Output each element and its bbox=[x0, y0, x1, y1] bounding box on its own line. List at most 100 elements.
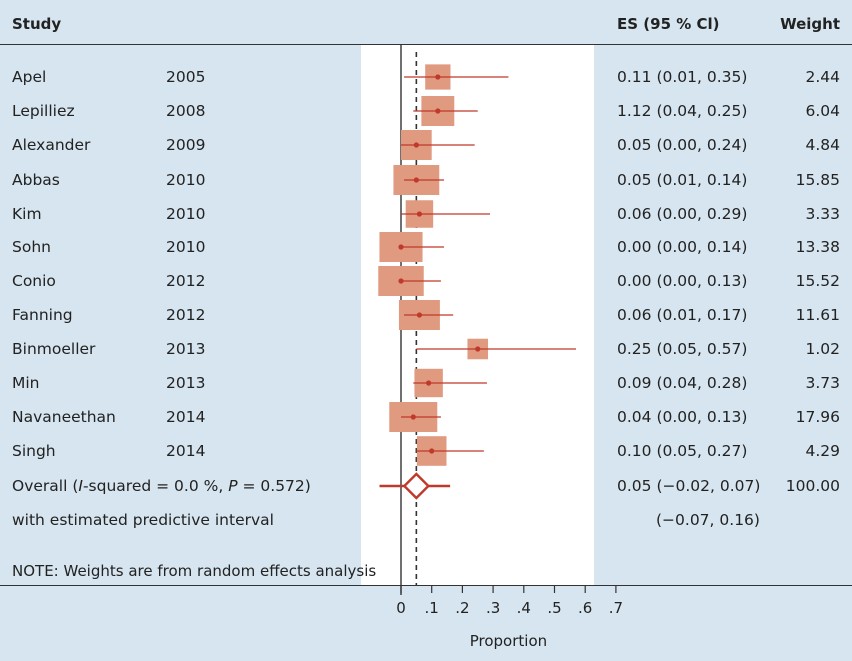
study-weight: 3.73 bbox=[805, 374, 840, 392]
study-weight: 13.38 bbox=[795, 238, 840, 256]
study-year: 2013 bbox=[166, 374, 206, 392]
study-year: 2012 bbox=[166, 306, 206, 324]
study-name: Lepilliez bbox=[12, 102, 75, 120]
study-name: Kim bbox=[12, 205, 42, 223]
study-point bbox=[426, 380, 432, 386]
study-point bbox=[416, 312, 423, 318]
header-es: ES (95 % Cl) bbox=[617, 15, 720, 33]
study-name: Binmoeller bbox=[12, 340, 96, 358]
table-row: Kim 2010 0.06 (0.00, 0.29) 3.33 bbox=[0, 204, 852, 224]
study-es: 0.11 (0.01, 0.35) bbox=[617, 68, 748, 86]
table-row: Min 2013 0.09 (0.04, 0.28) 3.73 bbox=[0, 373, 852, 393]
study-name: Abbas bbox=[12, 171, 60, 189]
overall-label-post: = 0.572) bbox=[237, 477, 311, 495]
study-point bbox=[435, 108, 441, 114]
overall-label-i: I bbox=[78, 477, 83, 495]
x-tick-label: .1 bbox=[425, 599, 439, 617]
study-point bbox=[398, 244, 404, 250]
table-row: Fanning 2012 0.06 (0.01, 0.17) 11.61 bbox=[0, 305, 852, 325]
study-year: 2010 bbox=[166, 205, 206, 223]
x-tick-label: 0 bbox=[396, 599, 406, 617]
footnote: NOTE: Weights are from random effects an… bbox=[12, 562, 377, 580]
study-es: 1.12 (0.04, 0.25) bbox=[617, 102, 748, 120]
study-es: 0.25 (0.05, 0.57) bbox=[617, 340, 748, 358]
study-es: 0.05 (0.00, 0.24) bbox=[617, 136, 748, 154]
axis-divider bbox=[0, 585, 852, 586]
study-weight: 6.04 bbox=[805, 102, 840, 120]
table-row: Sohn 2010 0.00 (0.00, 0.14) 13.38 bbox=[0, 237, 852, 257]
study-weight: 4.29 bbox=[805, 442, 840, 460]
x-tick-label: .7 bbox=[609, 599, 623, 617]
study-point bbox=[416, 211, 423, 217]
predictive-label: with estimated predictive interval bbox=[12, 511, 274, 529]
study-es: 0.05 (0.01, 0.14) bbox=[617, 171, 748, 189]
overall-label: Overall (I-squared = 0.0 %, P = 0.572) bbox=[12, 476, 311, 496]
study-year: 2009 bbox=[166, 136, 206, 154]
header-weight: Weight bbox=[780, 15, 840, 33]
study-name: Sohn bbox=[12, 238, 51, 256]
study-name: Conio bbox=[12, 272, 56, 290]
table-row: Alexander 2009 0.05 (0.00, 0.24) 4.84 bbox=[0, 135, 852, 155]
study-name: Singh bbox=[12, 442, 56, 460]
study-name: Alexander bbox=[12, 136, 91, 154]
header-divider bbox=[0, 44, 852, 45]
study-es: 0.00 (0.00, 0.14) bbox=[617, 238, 748, 256]
study-es: 0.06 (0.01, 0.17) bbox=[617, 306, 748, 324]
predictive-interval: (−0.07, 0.16) bbox=[656, 511, 760, 529]
overall-label-mid: -squared = 0.0 %, bbox=[82, 477, 229, 495]
study-weight: 15.85 bbox=[795, 171, 840, 189]
overall-label-pre: Overall ( bbox=[12, 477, 79, 495]
study-year: 2008 bbox=[166, 102, 206, 120]
study-es: 0.10 (0.05, 0.27) bbox=[617, 442, 748, 460]
study-name: Fanning bbox=[12, 306, 73, 324]
study-point bbox=[398, 278, 404, 284]
study-weight: 17.96 bbox=[795, 408, 840, 426]
x-tick-label: .3 bbox=[486, 599, 500, 617]
study-es: 0.09 (0.04, 0.28) bbox=[617, 374, 748, 392]
study-es: 0.04 (0.00, 0.13) bbox=[617, 408, 748, 426]
study-year: 2010 bbox=[166, 238, 206, 256]
study-point bbox=[435, 74, 441, 80]
study-year: 2005 bbox=[166, 68, 206, 86]
x-tick-label: .5 bbox=[547, 599, 561, 617]
study-weight: 2.44 bbox=[805, 68, 840, 86]
study-year: 2012 bbox=[166, 272, 206, 290]
table-row: Singh 2014 0.10 (0.05, 0.27) 4.29 bbox=[0, 441, 852, 461]
study-name: Min bbox=[12, 374, 40, 392]
study-name: Apel bbox=[12, 68, 47, 86]
table-row: Navaneethan 2014 0.04 (0.00, 0.13) 17.96 bbox=[0, 407, 852, 427]
study-weight: 11.61 bbox=[795, 306, 840, 324]
overall-diamond bbox=[402, 472, 431, 500]
study-weight: 15.52 bbox=[795, 272, 840, 290]
table-row: Binmoeller 2013 0.25 (0.05, 0.57) 1.02 bbox=[0, 339, 852, 359]
table-row: Abbas 2010 0.05 (0.01, 0.14) 15.85 bbox=[0, 170, 852, 190]
table-row: Apel 2005 0.11 (0.01, 0.35) 2.44 bbox=[0, 67, 852, 87]
study-name: Navaneethan bbox=[12, 408, 116, 426]
study-es: 0.06 (0.00, 0.29) bbox=[617, 205, 748, 223]
x-tick-label: .6 bbox=[578, 599, 592, 617]
study-weight: 1.02 bbox=[805, 340, 840, 358]
study-year: 2014 bbox=[166, 408, 206, 426]
study-weight: 3.33 bbox=[805, 205, 840, 223]
x-axis-label: Proportion bbox=[470, 632, 547, 650]
table-row: Lepilliez 2008 1.12 (0.04, 0.25) 6.04 bbox=[0, 101, 852, 121]
table-row: Conio 2012 0.00 (0.00, 0.13) 15.52 bbox=[0, 271, 852, 291]
x-tick-label: .4 bbox=[517, 599, 531, 617]
study-weight: 4.84 bbox=[805, 136, 840, 154]
study-year: 2014 bbox=[166, 442, 206, 460]
study-point bbox=[413, 177, 419, 183]
overall-label-p: P bbox=[228, 477, 238, 495]
study-point bbox=[413, 142, 419, 148]
study-point bbox=[429, 448, 435, 454]
study-point bbox=[410, 414, 416, 420]
overall-weight: 100.00 bbox=[785, 477, 840, 495]
study-es: 0.00 (0.00, 0.13) bbox=[617, 272, 748, 290]
study-year: 2010 bbox=[166, 171, 206, 189]
study-year: 2013 bbox=[166, 340, 206, 358]
overall-es: 0.05 (−0.02, 0.07) bbox=[617, 477, 761, 495]
study-point bbox=[475, 346, 481, 352]
header-study: Study bbox=[12, 15, 62, 33]
x-tick-label: .2 bbox=[455, 599, 469, 617]
